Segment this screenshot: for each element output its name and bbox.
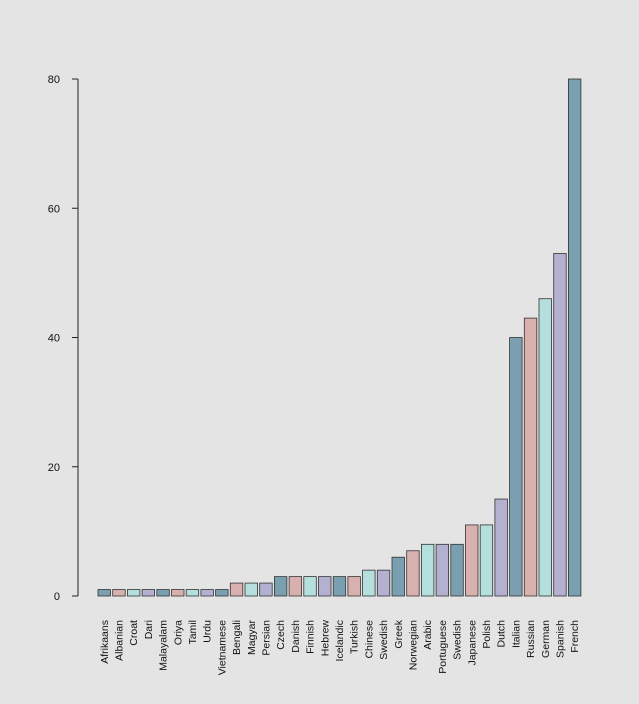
- y-tick-label: 80: [48, 74, 60, 86]
- x-tick-label: Vietnamese: [216, 620, 228, 675]
- x-tick-label: Hebrew: [319, 620, 331, 657]
- bar: [112, 589, 126, 597]
- bar: [435, 543, 450, 597]
- x-tick-label: Dari: [143, 620, 155, 639]
- bar: [244, 582, 258, 597]
- x-tick-label: Chinese: [363, 620, 375, 659]
- bar: [97, 589, 111, 597]
- x-tick-label: Norwegian: [407, 620, 419, 670]
- bars: [97, 78, 582, 597]
- x-tick-label: Oriya: [172, 620, 184, 645]
- bar: [127, 589, 141, 597]
- bar: [523, 317, 538, 597]
- bar: [303, 576, 317, 597]
- bar: [259, 582, 273, 597]
- x-tick-labels: Afrikaans Albanian Croat Dari Malayalam Oriya…: [99, 619, 581, 675]
- bar: [141, 589, 156, 597]
- y-axis: 0 20 40 60 80: [48, 74, 79, 603]
- x-tick-label: Spanish: [554, 620, 566, 658]
- bar: [465, 524, 479, 597]
- x-tick-label: Tamil: [187, 620, 199, 645]
- x-tick-label: Portuguese: [437, 620, 449, 674]
- y-tick-label: 20: [48, 462, 60, 474]
- bar: [171, 589, 185, 597]
- y-tick-label: 0: [54, 591, 60, 603]
- bar: [347, 576, 361, 597]
- bar: [553, 253, 567, 597]
- x-tick-label: Polish: [481, 620, 493, 649]
- x-tick-label: Magyar: [246, 620, 258, 656]
- x-tick-label: French: [569, 620, 581, 653]
- x-tick-label: Icelandic: [334, 620, 346, 661]
- y-tick-label: 60: [48, 203, 60, 215]
- bar: [215, 589, 229, 597]
- x-tick-label: Urdu: [202, 620, 214, 643]
- bar: [509, 337, 523, 597]
- bar: [568, 78, 582, 597]
- x-tick-label: Dutch: [496, 620, 508, 648]
- x-tick-label: Croat: [128, 620, 140, 646]
- bar: [538, 298, 552, 597]
- x-tick-label: Danish: [290, 620, 302, 653]
- bar: [494, 498, 508, 597]
- bar: [185, 589, 200, 597]
- x-tick-label: Japanese: [466, 620, 478, 666]
- bar: [362, 569, 376, 597]
- y-tick-label: 40: [48, 333, 60, 345]
- x-tick-label: Russian: [525, 620, 537, 658]
- bar: [156, 589, 170, 597]
- x-tick-label: Czech: [275, 620, 287, 650]
- x-tick-label: Persian: [260, 620, 272, 656]
- x-tick-label: Swedish: [378, 620, 390, 660]
- x-tick-label: Finnish: [305, 620, 317, 654]
- bar: [479, 524, 494, 597]
- bar: [200, 589, 214, 597]
- bar: [332, 576, 347, 597]
- bar: [406, 550, 420, 597]
- x-tick-label: Afrikaans: [99, 620, 111, 664]
- bar: [273, 576, 288, 597]
- bar: [288, 576, 303, 597]
- x-tick-label: Albanian: [113, 620, 125, 661]
- bar: [391, 556, 405, 597]
- bar: [318, 576, 332, 597]
- bar: [450, 543, 464, 597]
- x-tick-label: Malayalam: [158, 620, 170, 671]
- bar: [376, 569, 391, 597]
- x-tick-label: Italian: [510, 620, 522, 648]
- x-tick-label: Bengali: [231, 620, 243, 655]
- bar: [420, 543, 435, 597]
- x-tick-label: Arabic: [422, 620, 434, 650]
- bar: [229, 582, 244, 597]
- x-tick-label: Turkish: [349, 620, 361, 654]
- x-tick-label: German: [540, 620, 552, 658]
- x-tick-label: Greek: [393, 619, 405, 648]
- x-tick-label: Swedish: [452, 620, 464, 660]
